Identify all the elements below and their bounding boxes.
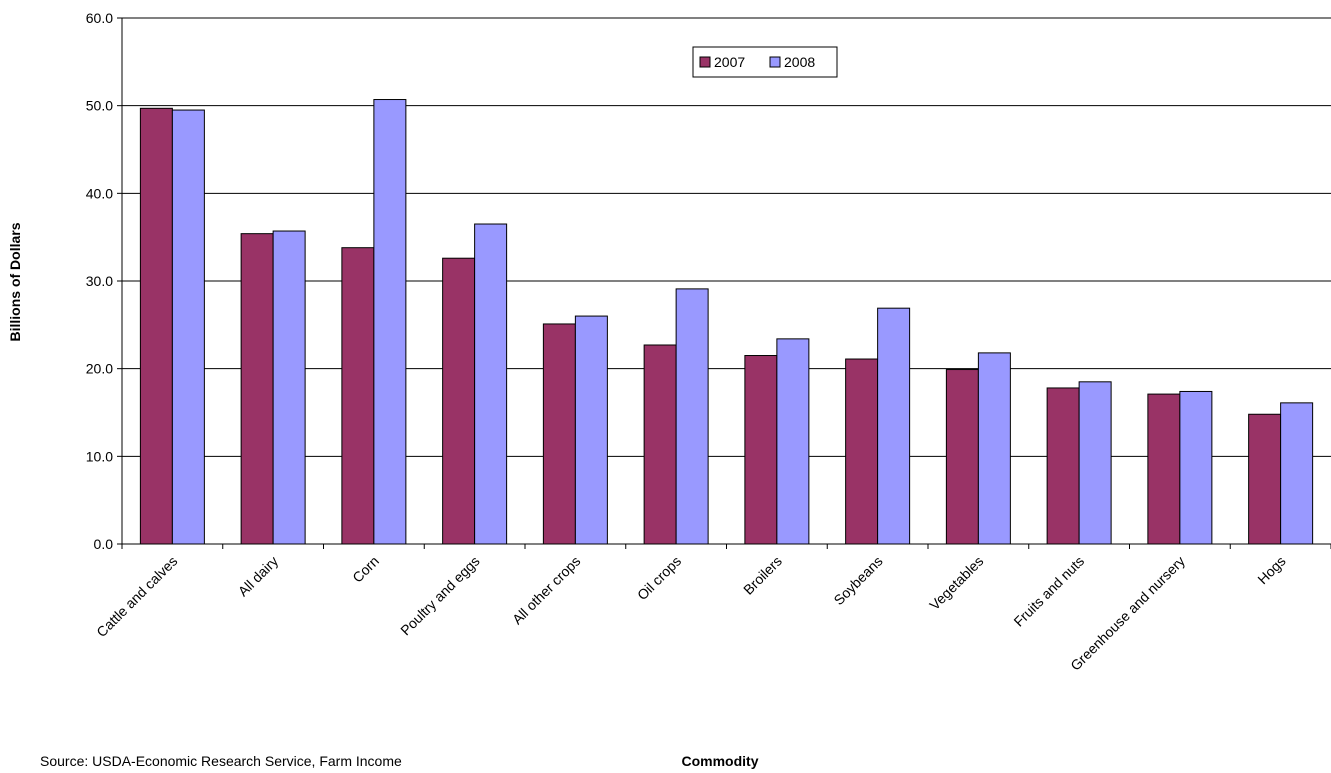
bar-2008 [574, 315, 608, 545]
bar-2008 [272, 230, 306, 545]
bar-2008 [1078, 381, 1112, 545]
bar-2008 [1280, 402, 1314, 545]
bar-2007 [845, 358, 879, 545]
x-tick-label: All dairy [235, 553, 282, 600]
x-tick-label: Poultry and eggs [397, 553, 483, 639]
source-note: Source: USDA-Economic Research Service, … [40, 753, 402, 769]
y-tick-label: 30.0 [86, 273, 113, 289]
bar-2007 [945, 369, 979, 545]
bar-2007 [1147, 393, 1181, 545]
y-tick-label: 10.0 [86, 448, 113, 464]
bar-2008 [1179, 390, 1213, 545]
legend-swatch-2007 [699, 56, 711, 68]
bar-2007 [240, 233, 274, 545]
x-tick-label: All other crops [509, 553, 584, 628]
grid-lines [122, 17, 1331, 457]
y-tick-label: 60.0 [86, 10, 113, 26]
bar-2008 [373, 99, 407, 545]
bar-2007 [542, 323, 576, 545]
x-axis-ticks [121, 544, 1331, 549]
bar-2008 [977, 352, 1011, 545]
bar-2008 [776, 338, 810, 545]
bar-2007 [442, 257, 476, 545]
bar-2008 [877, 307, 911, 545]
legend-label-2008: 2008 [784, 54, 815, 70]
x-tick-label: Corn [349, 553, 382, 586]
bar-2008 [171, 109, 205, 545]
x-tick-label: Fruits and nuts [1010, 553, 1087, 630]
bars [139, 99, 1314, 545]
x-tick-label: Hogs [1254, 553, 1288, 587]
legend-swatch-2008 [769, 56, 781, 68]
bar-2007 [139, 107, 173, 545]
bar-2007 [643, 344, 677, 545]
bar-2007 [1248, 413, 1282, 545]
x-tick-label: Oil crops [634, 553, 684, 603]
y-tick-label: 40.0 [86, 185, 113, 201]
y-tick-label: 20.0 [86, 361, 113, 377]
bar-2008 [474, 223, 508, 545]
legend-label-2007: 2007 [714, 54, 745, 70]
y-axis-title: Billions of Dollars [7, 222, 23, 341]
x-tick-label: Broilers [740, 553, 785, 598]
y-tick-label: 0.0 [94, 536, 114, 552]
bar-2007 [1046, 387, 1080, 545]
x-tick-label: Greenhouse and nursery [1067, 553, 1188, 674]
legend-box [692, 46, 838, 78]
legend: 2007 2008 [692, 46, 838, 78]
y-tick-label: 50.0 [86, 98, 113, 114]
bar-2007 [341, 247, 375, 545]
bar-2007 [744, 355, 778, 545]
x-tick-label: Cattle and calves [93, 553, 180, 640]
x-tick-label: Vegetables [926, 553, 986, 613]
y-axis-ticks: 0.0 10.0 20.0 30.0 40.0 50.0 60.0 [86, 10, 122, 552]
x-axis-title: Commodity [682, 753, 759, 769]
bar-2008 [675, 288, 709, 545]
x-tick-label: Soybeans [830, 553, 885, 608]
x-axis-tick-labels: Cattle and calves All dairy Corn Poultry an… [93, 553, 1289, 674]
